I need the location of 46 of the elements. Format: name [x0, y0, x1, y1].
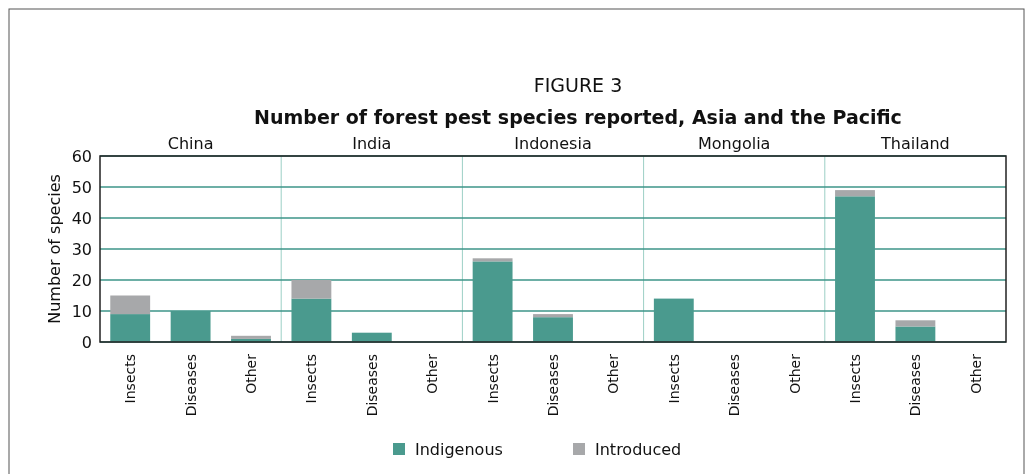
text: India	[352, 134, 392, 153]
x-tick-label: Insects	[846, 354, 863, 404]
x-tick-label: Diseases	[907, 354, 924, 417]
x-tick-label: Insects	[303, 354, 320, 404]
y-axis-title: Number of species	[45, 174, 64, 324]
bar	[835, 196, 875, 342]
x-tick-label: Insects	[484, 354, 501, 404]
bar	[835, 190, 875, 197]
x-tick-label: Other	[786, 353, 803, 394]
y-tick-label: 10	[71, 301, 92, 321]
bar	[533, 314, 573, 318]
bar	[110, 314, 151, 342]
bar	[472, 261, 513, 342]
y-tick-label: 40	[71, 208, 92, 228]
text: Thailand	[880, 134, 950, 153]
x-tick-label: Other	[242, 353, 259, 394]
x-tick-label: Diseases	[726, 354, 743, 417]
bar	[895, 320, 936, 327]
y-tick-label: 30	[71, 239, 92, 259]
legend-label: Introduced	[595, 439, 682, 459]
bar	[170, 311, 211, 342]
text: China	[167, 134, 214, 153]
x-tick-label: Diseases	[182, 354, 199, 417]
x-tick-label: Insects	[665, 354, 682, 404]
bar	[533, 317, 573, 342]
chart-title: FIGURE 3	[533, 74, 623, 96]
y-tick-label: 20	[71, 270, 92, 290]
bar	[895, 326, 936, 342]
bar	[291, 280, 332, 299]
legend-label: Indigenous	[415, 439, 503, 459]
bar	[472, 258, 513, 262]
y-tick-label: 0	[81, 332, 92, 352]
y-tick-label: 60	[71, 146, 92, 166]
bar	[653, 298, 694, 342]
x-tick-label: Diseases	[544, 354, 561, 417]
x-tick-label: Other	[967, 353, 984, 394]
bar	[110, 295, 151, 315]
text: Indonesia	[514, 134, 592, 153]
chart-subtitle: Number of forest pest species reported, Asia and the Pacific	[254, 106, 902, 128]
x-tick-label: Insects	[122, 354, 139, 404]
x-tick-label: Other	[605, 353, 622, 394]
bar	[291, 298, 332, 342]
y-tick-label: 50	[71, 177, 92, 197]
text: Mongolia	[698, 134, 771, 153]
x-tick-label: Diseases	[363, 354, 380, 417]
x-tick-label: Other	[424, 353, 441, 394]
